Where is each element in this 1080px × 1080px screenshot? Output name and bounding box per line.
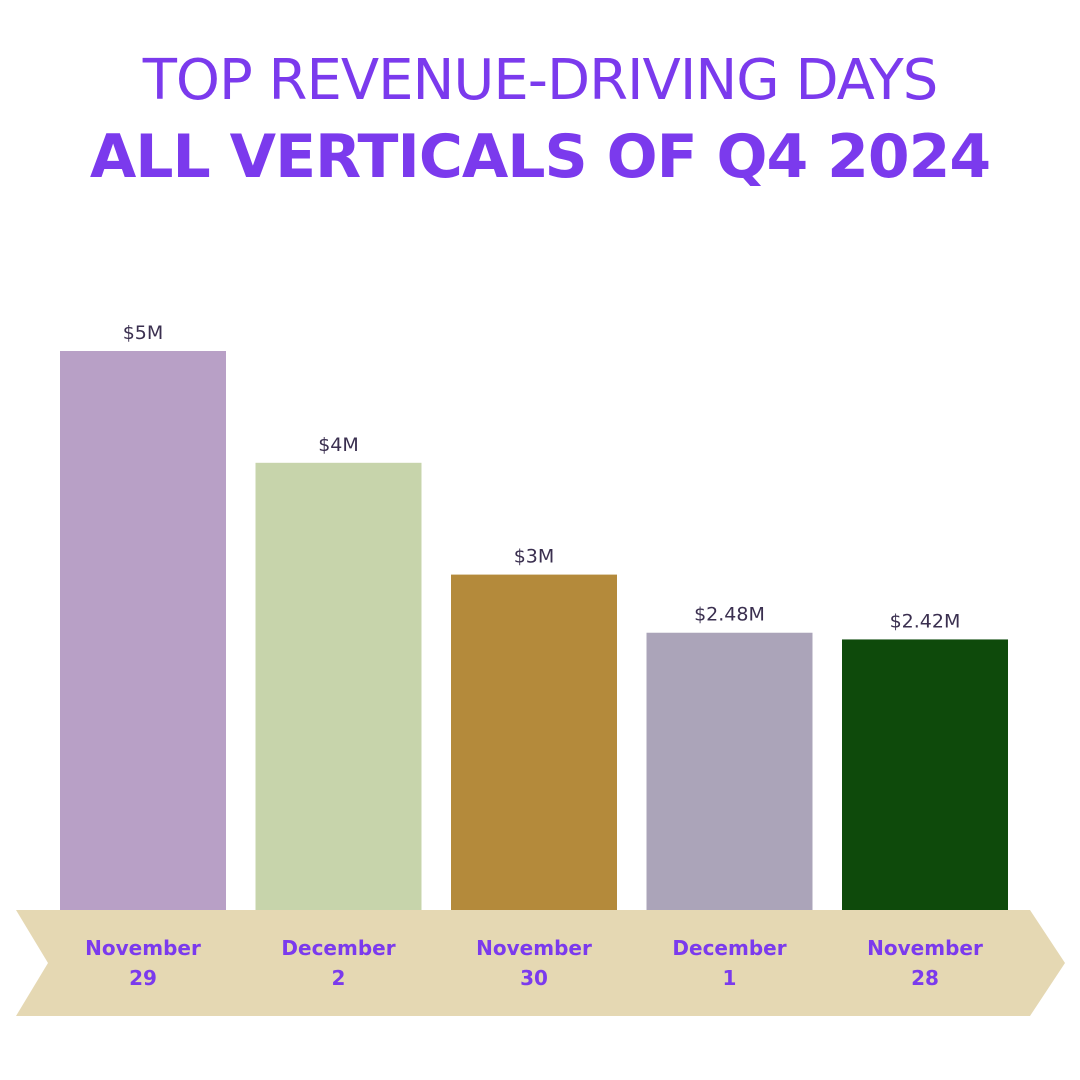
value-label-3: $3M <box>514 546 555 568</box>
category-axis-band <box>16 910 1065 1016</box>
category-label-1-line-2: 29 <box>129 966 157 990</box>
category-label-4-line-2: 1 <box>723 966 737 990</box>
value-label-1: $5M <box>123 322 164 344</box>
value-labels-group: $5M $4M $3M $2.48M $2.42M <box>123 322 961 632</box>
category-label-2-line-1: December <box>281 936 395 960</box>
category-labels-group: November 29 December 2 November 30 December 1 No… <box>85 936 983 990</box>
category-label-5-line-1: November <box>867 936 983 960</box>
chart-title-line1: TOP REVENUE-DRIVING DAYS <box>142 48 939 113</box>
bar-4 <box>646 632 813 910</box>
bar-5 <box>842 639 1008 910</box>
bar-3 <box>451 574 617 910</box>
category-label-3-line-2: 30 <box>520 966 548 990</box>
value-label-2: $4M <box>318 434 359 456</box>
bars-group <box>60 351 1008 910</box>
category-label-5-line-2: 28 <box>911 966 939 990</box>
category-label-3-line-1: November <box>476 936 592 960</box>
category-label-1-line-1: November <box>85 936 201 960</box>
value-label-4: $2.48M <box>694 604 765 626</box>
category-label-4-line-1: December <box>672 936 786 960</box>
bar-2 <box>255 462 422 910</box>
value-label-5: $2.42M <box>890 610 961 632</box>
bar-1 <box>60 351 226 910</box>
category-label-2-line-2: 2 <box>332 966 346 990</box>
chart-title-line2: ALL VERTICALS OF Q4 2024 <box>89 122 991 192</box>
